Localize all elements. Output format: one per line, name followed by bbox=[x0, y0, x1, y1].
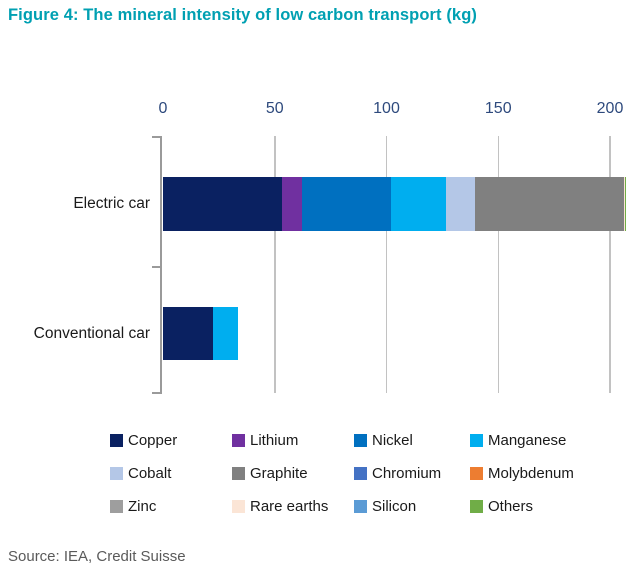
bar-segment-manganese-electric-car bbox=[390, 177, 446, 231]
bar-segment-graphite-electric-car bbox=[475, 177, 624, 231]
legend-label-copper: Copper bbox=[128, 432, 178, 449]
legend-item-chromium: Chromium bbox=[354, 465, 470, 482]
bar-electric-car bbox=[163, 177, 626, 231]
legend-label-graphite: Graphite bbox=[250, 465, 308, 482]
legend-swatch-cobalt bbox=[110, 467, 123, 480]
legend-swatch-nickel bbox=[354, 434, 367, 447]
legend-item-graphite: Graphite bbox=[232, 465, 354, 482]
legend-swatch-rare-earths bbox=[232, 500, 245, 513]
y-axis-tick-middle bbox=[152, 266, 161, 268]
y-axis-line bbox=[160, 136, 162, 394]
bar-conventional-car bbox=[163, 307, 238, 360]
x-tick-label-50: 50 bbox=[265, 100, 284, 117]
legend-item-rare-earths: Rare earths bbox=[232, 498, 354, 515]
y-axis-tick-bottom bbox=[152, 392, 161, 394]
legend-label-lithium: Lithium bbox=[250, 432, 299, 449]
legend-item-copper: Copper bbox=[110, 432, 232, 449]
legend-label-others: Others bbox=[488, 498, 534, 515]
legend-item-others: Others bbox=[470, 498, 610, 515]
x-tick-label-0: 0 bbox=[158, 100, 168, 117]
legend-item-lithium: Lithium bbox=[232, 432, 354, 449]
bar-segment-manganese-conventional-car bbox=[212, 307, 238, 360]
legend-label-nickel: Nickel bbox=[372, 432, 413, 449]
bar-segment-copper-conventional-car bbox=[163, 307, 213, 360]
legend-label-zinc: Zinc bbox=[128, 498, 157, 515]
legend-label-rare-earths: Rare earths bbox=[250, 498, 329, 515]
legend-item-nickel: Nickel bbox=[354, 432, 470, 449]
legend-swatch-manganese bbox=[470, 434, 483, 447]
legend-label-cobalt: Cobalt bbox=[128, 465, 172, 482]
gridline-200 bbox=[609, 136, 611, 393]
legend-item-zinc: Zinc bbox=[110, 498, 232, 515]
gridline-150 bbox=[497, 136, 499, 393]
category-label-conventional-car: Conventional car bbox=[33, 324, 150, 342]
bar-segment-lithium-electric-car bbox=[281, 177, 302, 231]
legend-item-molybdenum: Molybdenum bbox=[470, 465, 610, 482]
legend-label-chromium: Chromium bbox=[372, 465, 442, 482]
x-tick-label-200: 200 bbox=[596, 100, 624, 117]
legend-item-cobalt: Cobalt bbox=[110, 465, 232, 482]
legend-swatch-chromium bbox=[354, 467, 367, 480]
figure-title: Figure 4: The mineral intensity of low c… bbox=[8, 6, 477, 24]
legend-swatch-zinc bbox=[110, 500, 123, 513]
legend-label-silicon: Silicon bbox=[372, 498, 417, 515]
legend-swatch-molybdenum bbox=[470, 467, 483, 480]
gridline-50 bbox=[274, 136, 276, 393]
x-tick-label-100: 100 bbox=[373, 100, 400, 117]
bar-segment-rare-earths-electric-car bbox=[623, 177, 625, 231]
x-tick-label-150: 150 bbox=[484, 100, 512, 117]
gridline-100 bbox=[385, 136, 388, 393]
legend-item-silicon: Silicon bbox=[354, 498, 470, 515]
bar-segment-nickel-electric-car bbox=[301, 177, 391, 231]
legend-item-manganese: Manganese bbox=[470, 432, 610, 449]
legend: Copper Lithium Nickel Manganese Cobalt Graphi… bbox=[110, 424, 625, 523]
source-note: Source: IEA, Credit Suisse bbox=[8, 548, 186, 565]
legend-swatch-lithium bbox=[232, 434, 245, 447]
y-axis-tick-top bbox=[152, 136, 161, 138]
category-label-electric-car: Electric car bbox=[73, 195, 150, 212]
legend-label-manganese: Manganese bbox=[488, 432, 567, 449]
legend-swatch-silicon bbox=[354, 500, 367, 513]
bar-segment-cobalt-electric-car bbox=[445, 177, 476, 231]
bar-segment-others-electric-car bbox=[624, 177, 626, 231]
bar-segment-copper-electric-car bbox=[163, 177, 282, 231]
legend-swatch-graphite bbox=[232, 467, 245, 480]
legend-label-molybdenum: Molybdenum bbox=[488, 465, 574, 482]
legend-swatch-others bbox=[470, 500, 483, 513]
legend-swatch-copper bbox=[110, 434, 123, 447]
